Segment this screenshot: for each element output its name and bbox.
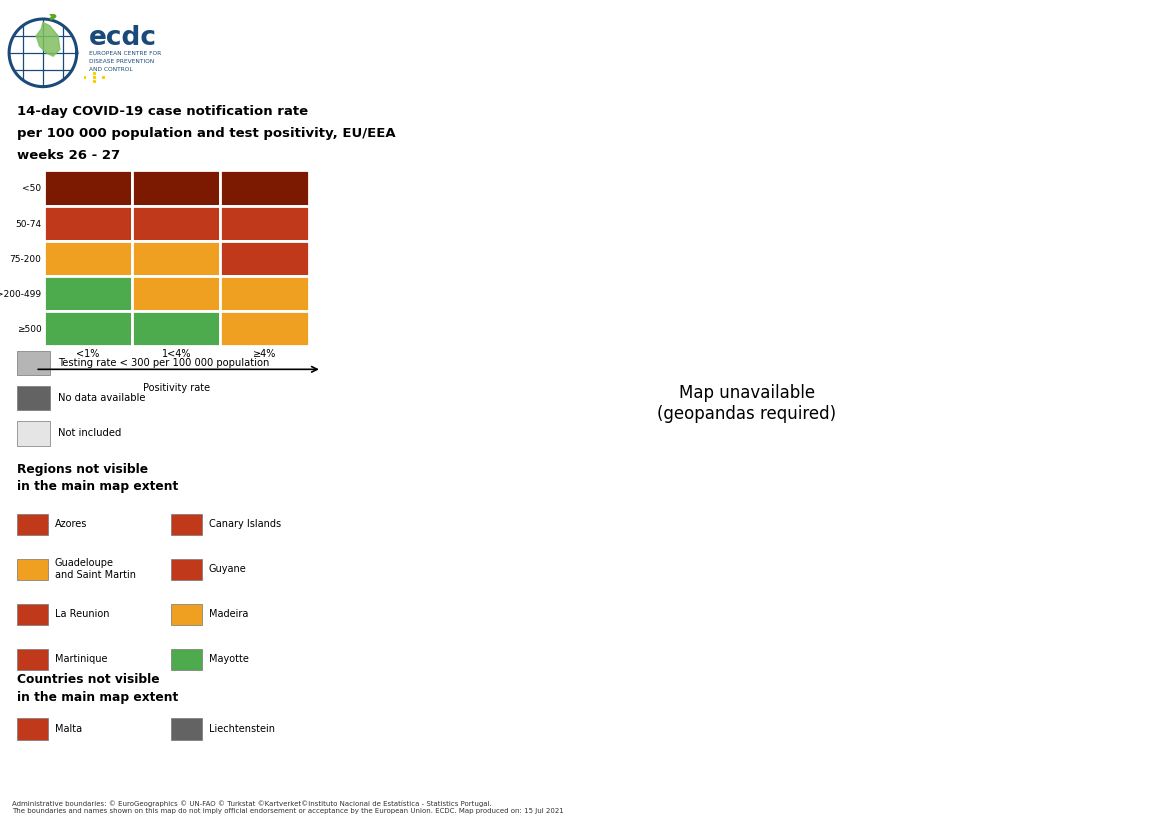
Text: No data available: No data available: [58, 393, 146, 403]
Text: per 100 000 population and test positivity, EU/EEA: per 100 000 population and test positivi…: [17, 127, 396, 140]
Text: DISEASE PREVENTION: DISEASE PREVENTION: [89, 59, 154, 64]
Text: Countries not visible
in the main map extent: Countries not visible in the main map ex…: [17, 673, 179, 704]
Text: Map unavailable
(geopandas required): Map unavailable (geopandas required): [658, 384, 836, 423]
Text: ecdc: ecdc: [89, 25, 157, 51]
Text: EUROPEAN CENTRE FOR: EUROPEAN CENTRE FOR: [89, 51, 161, 56]
Bar: [172, 718, 202, 740]
Text: AND CONTROL: AND CONTROL: [89, 67, 132, 72]
Bar: [44, 276, 132, 311]
Text: Malta: Malta: [55, 724, 82, 734]
Bar: [172, 649, 202, 670]
Bar: [17, 604, 48, 625]
Polygon shape: [36, 22, 60, 57]
Text: Guadeloupe
and Saint Martin: Guadeloupe and Saint Martin: [55, 559, 136, 580]
Text: Azores: Azores: [55, 519, 87, 529]
Bar: [220, 276, 309, 311]
Bar: [132, 311, 220, 346]
Text: Testing rate < 300 per 100 000 population: Testing rate < 300 per 100 000 populatio…: [58, 358, 269, 368]
Bar: [132, 170, 220, 206]
Text: Madeira: Madeira: [209, 609, 248, 619]
Text: Martinique: Martinique: [55, 654, 107, 664]
Text: Not included: Not included: [58, 428, 122, 438]
Bar: [44, 311, 132, 346]
Bar: [17, 718, 48, 740]
Bar: [220, 170, 309, 206]
Bar: [17, 649, 48, 670]
Bar: [132, 241, 220, 276]
Text: Mayotte: Mayotte: [209, 654, 248, 664]
Bar: [220, 241, 309, 276]
Bar: [172, 559, 202, 580]
Text: 14-day COVID-19 case notification rate: 14-day COVID-19 case notification rate: [17, 105, 309, 118]
Text: Guyane: Guyane: [209, 564, 246, 574]
Bar: [17, 351, 50, 375]
Bar: [17, 386, 50, 410]
Bar: [220, 206, 309, 241]
Text: La Reunion: La Reunion: [55, 609, 109, 619]
Text: Canary Islands: Canary Islands: [209, 519, 281, 529]
Bar: [44, 206, 132, 241]
Bar: [172, 604, 202, 625]
Bar: [17, 559, 48, 580]
Text: Administrative boundaries: © EuroGeographics © UN-FAO © Turkstat ©Kartverket©Ins: Administrative boundaries: © EuroGeograp…: [12, 800, 564, 814]
Text: Liechtenstein: Liechtenstein: [209, 724, 275, 734]
Text: Regions not visible
in the main map extent: Regions not visible in the main map exte…: [17, 463, 179, 493]
Bar: [132, 206, 220, 241]
Bar: [17, 514, 48, 535]
Text: weeks 26 - 27: weeks 26 - 27: [17, 149, 121, 162]
Bar: [172, 514, 202, 535]
Bar: [44, 170, 132, 206]
Text: Positivity rate: Positivity rate: [143, 383, 210, 393]
Bar: [132, 276, 220, 311]
Bar: [17, 421, 50, 446]
Bar: [44, 241, 132, 276]
Bar: [220, 311, 309, 346]
